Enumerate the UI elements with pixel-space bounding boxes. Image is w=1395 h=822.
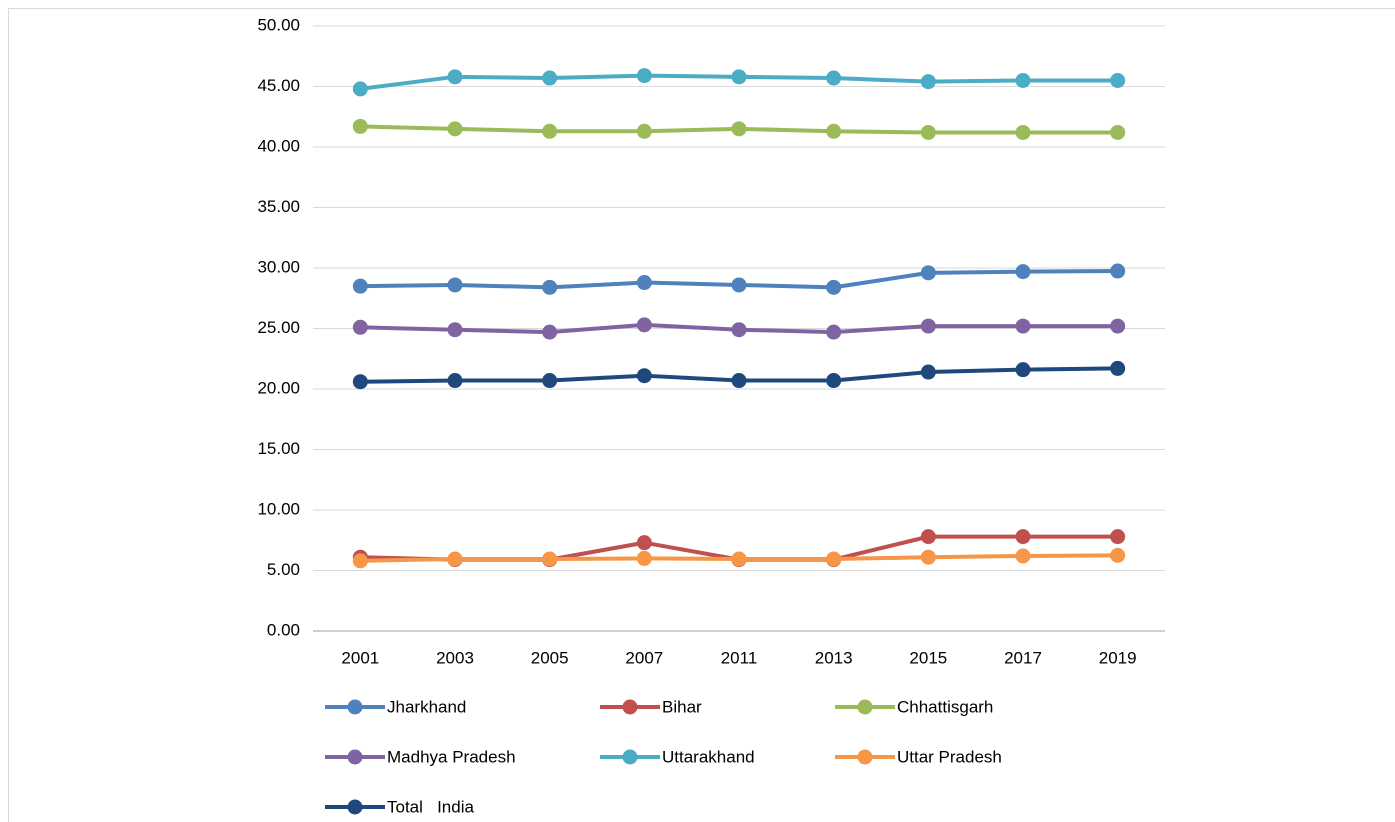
data-point [826,373,842,389]
x-tick-label: 2001 [341,648,379,667]
y-tick-label: 10.00 [257,499,300,518]
legend-label: Total India [387,797,474,816]
x-tick-label: 2019 [1099,648,1137,667]
data-point [542,551,558,567]
legend-marker [347,799,363,815]
data-point [636,535,652,551]
y-tick-label: 0.00 [267,620,300,639]
legend-label: Madhya Pradesh [387,747,516,766]
data-point [542,373,558,389]
y-tick-label: 5.00 [267,560,300,579]
data-point [447,277,463,293]
data-point [352,81,368,97]
legend-marker [622,749,638,765]
data-point [447,121,463,137]
data-point [920,74,936,90]
data-point [920,318,936,334]
x-tick-label: 2017 [1004,648,1042,667]
legend-label: Jharkhand [387,697,466,716]
legend-marker [857,699,873,715]
data-point [826,123,842,139]
data-point [352,374,368,390]
data-point [1015,72,1031,88]
data-point [1110,318,1126,334]
data-point [636,275,652,291]
data-point [920,124,936,140]
data-point [920,265,936,281]
data-point [542,123,558,139]
y-tick-label: 20.00 [257,378,300,397]
data-point [1110,360,1126,376]
legend-label: Uttar Pradesh [897,747,1002,766]
data-point [1110,547,1126,563]
data-point [636,68,652,84]
data-point [1110,263,1126,279]
legend-label: Chhattisgarh [897,697,993,716]
x-tick-label: 2005 [531,648,569,667]
y-tick-label: 35.00 [257,197,300,216]
data-point [1110,124,1126,140]
y-tick-label: 50.00 [257,15,300,34]
data-point [636,368,652,384]
data-point [542,279,558,295]
y-tick-label: 45.00 [257,76,300,95]
data-point [920,549,936,565]
data-point [731,322,747,338]
data-point [352,319,368,335]
data-point [826,70,842,86]
data-point [447,373,463,389]
data-point [1110,72,1126,88]
legend-marker [622,699,638,715]
data-point [826,551,842,567]
y-tick-label: 25.00 [257,318,300,337]
data-point [826,324,842,340]
data-point [731,69,747,85]
data-point [1110,529,1126,545]
data-point [920,529,936,545]
data-point [1015,264,1031,280]
data-point [636,317,652,333]
data-point [731,551,747,567]
data-point [636,550,652,566]
x-tick-label: 2015 [909,648,947,667]
y-tick-label: 40.00 [257,136,300,155]
x-tick-label: 2011 [721,648,758,667]
data-point [1015,362,1031,378]
data-point [636,123,652,139]
data-point [1015,318,1031,334]
data-point [826,279,842,295]
data-point [1015,548,1031,564]
data-point [447,69,463,85]
legend-marker [347,749,363,765]
x-tick-label: 2013 [815,648,853,667]
data-point [542,70,558,86]
legend-label: Uttarakhand [662,747,755,766]
data-point [447,322,463,338]
data-point [731,277,747,293]
data-point [1015,124,1031,140]
data-point [542,324,558,340]
data-point [920,364,936,380]
legend-label: Bihar [662,697,702,716]
y-tick-label: 15.00 [257,439,300,458]
y-tick-label: 30.00 [257,257,300,276]
data-point [1015,529,1031,545]
data-point [447,551,463,567]
data-point [352,278,368,294]
data-point [352,553,368,569]
x-tick-label: 2003 [436,648,474,667]
chart-border [8,8,1395,822]
data-point [352,118,368,134]
legend-marker [347,699,363,715]
legend-marker [857,749,873,765]
data-point [731,373,747,389]
data-point [731,121,747,137]
x-tick-label: 2007 [625,648,663,667]
